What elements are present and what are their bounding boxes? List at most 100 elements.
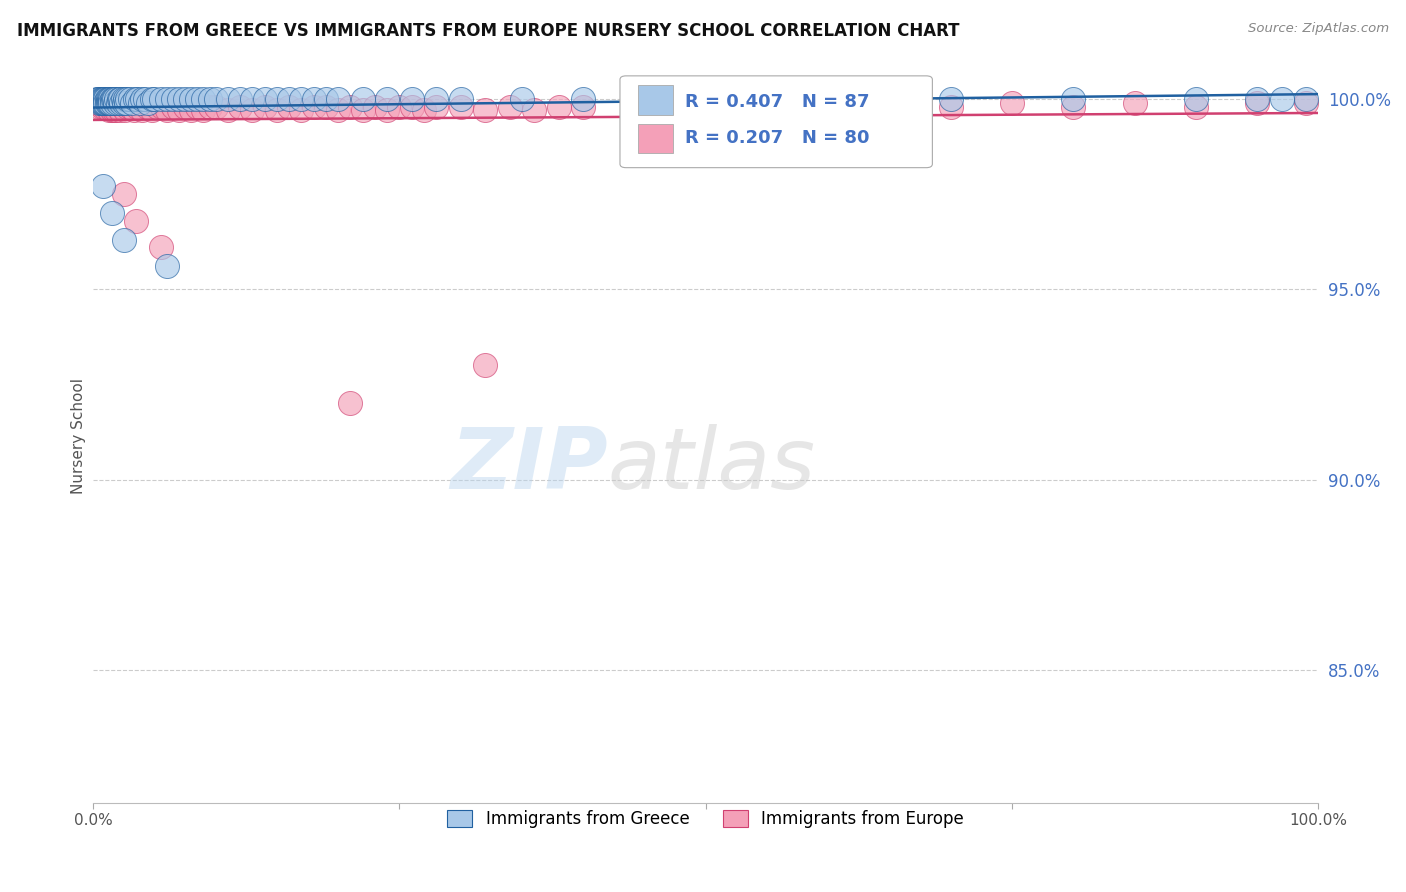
Point [204,92,226,106]
Point [186,92,208,106]
Point [633,92,655,106]
Point [89,92,111,106]
Point [401,92,423,106]
Point [93,92,115,106]
Point [103,103,125,118]
Point [91,92,114,106]
Point [97,92,120,106]
Point [110,95,132,110]
Point [328,92,350,106]
Text: R = 0.407   N = 87: R = 0.407 N = 87 [685,93,869,111]
Point [499,99,522,113]
Point [121,95,143,110]
Point [86,92,108,106]
Point [104,95,127,110]
Point [315,92,337,106]
Point [149,92,172,106]
Point [572,92,595,106]
Point [1184,92,1206,106]
Text: ZIP: ZIP [450,424,607,507]
Point [98,92,121,106]
Point [217,92,239,106]
Point [100,206,122,220]
Point [131,103,153,118]
Point [242,103,264,118]
Point [633,103,655,118]
Point [90,92,112,106]
Point [96,99,118,113]
Point [122,103,145,118]
Point [91,179,114,194]
Point [150,99,173,113]
Point [315,99,337,113]
Legend: Immigrants from Greece, Immigrants from Europe: Immigrants from Greece, Immigrants from … [441,804,970,835]
Point [474,103,496,118]
Point [141,92,163,106]
Point [162,99,184,113]
Point [375,103,398,118]
Point [339,396,361,410]
Point [94,92,117,106]
Point [229,92,252,106]
Point [91,95,114,110]
Point [413,103,436,118]
Point [112,233,135,247]
Point [474,359,496,373]
Point [253,92,276,106]
Point [198,99,221,113]
Point [278,92,301,106]
Point [117,99,139,113]
FancyBboxPatch shape [620,76,932,168]
Point [302,99,325,113]
Point [1001,95,1024,110]
Point [352,92,374,106]
Point [167,92,190,106]
Point [98,99,121,113]
Point [204,99,226,113]
Point [118,92,141,106]
Point [1246,92,1268,106]
Point [100,92,122,106]
Point [352,103,374,118]
Point [90,92,112,106]
Point [100,103,122,118]
Point [180,92,202,106]
Point [217,103,239,118]
Point [1062,92,1084,106]
Point [134,92,156,106]
Point [375,92,398,106]
Point [108,92,131,106]
Point [266,92,288,106]
Point [96,92,118,106]
Point [127,99,149,113]
Point [124,92,146,106]
Point [89,95,111,110]
Point [114,103,136,118]
Bar [638,86,672,115]
Point [118,99,141,113]
Point [141,103,163,118]
Point [198,92,221,106]
Point [450,92,472,106]
Point [523,103,546,118]
Point [107,99,129,113]
Point [817,103,839,118]
Text: Source: ZipAtlas.com: Source: ZipAtlas.com [1249,22,1389,36]
Point [103,92,125,106]
Point [89,99,111,113]
Point [91,95,114,110]
Point [1184,99,1206,113]
Point [97,95,120,110]
Point [695,99,717,113]
Point [94,95,117,110]
Point [253,99,276,113]
Point [174,92,197,106]
Point [401,99,423,113]
Point [90,99,112,113]
Point [547,99,569,113]
Point [96,95,118,110]
Point [156,103,179,118]
Point [1123,95,1146,110]
Point [115,95,138,110]
Text: IMMIGRANTS FROM GREECE VS IMMIGRANTS FROM EUROPE NURSERY SCHOOL CORRELATION CHAR: IMMIGRANTS FROM GREECE VS IMMIGRANTS FRO… [17,22,959,40]
